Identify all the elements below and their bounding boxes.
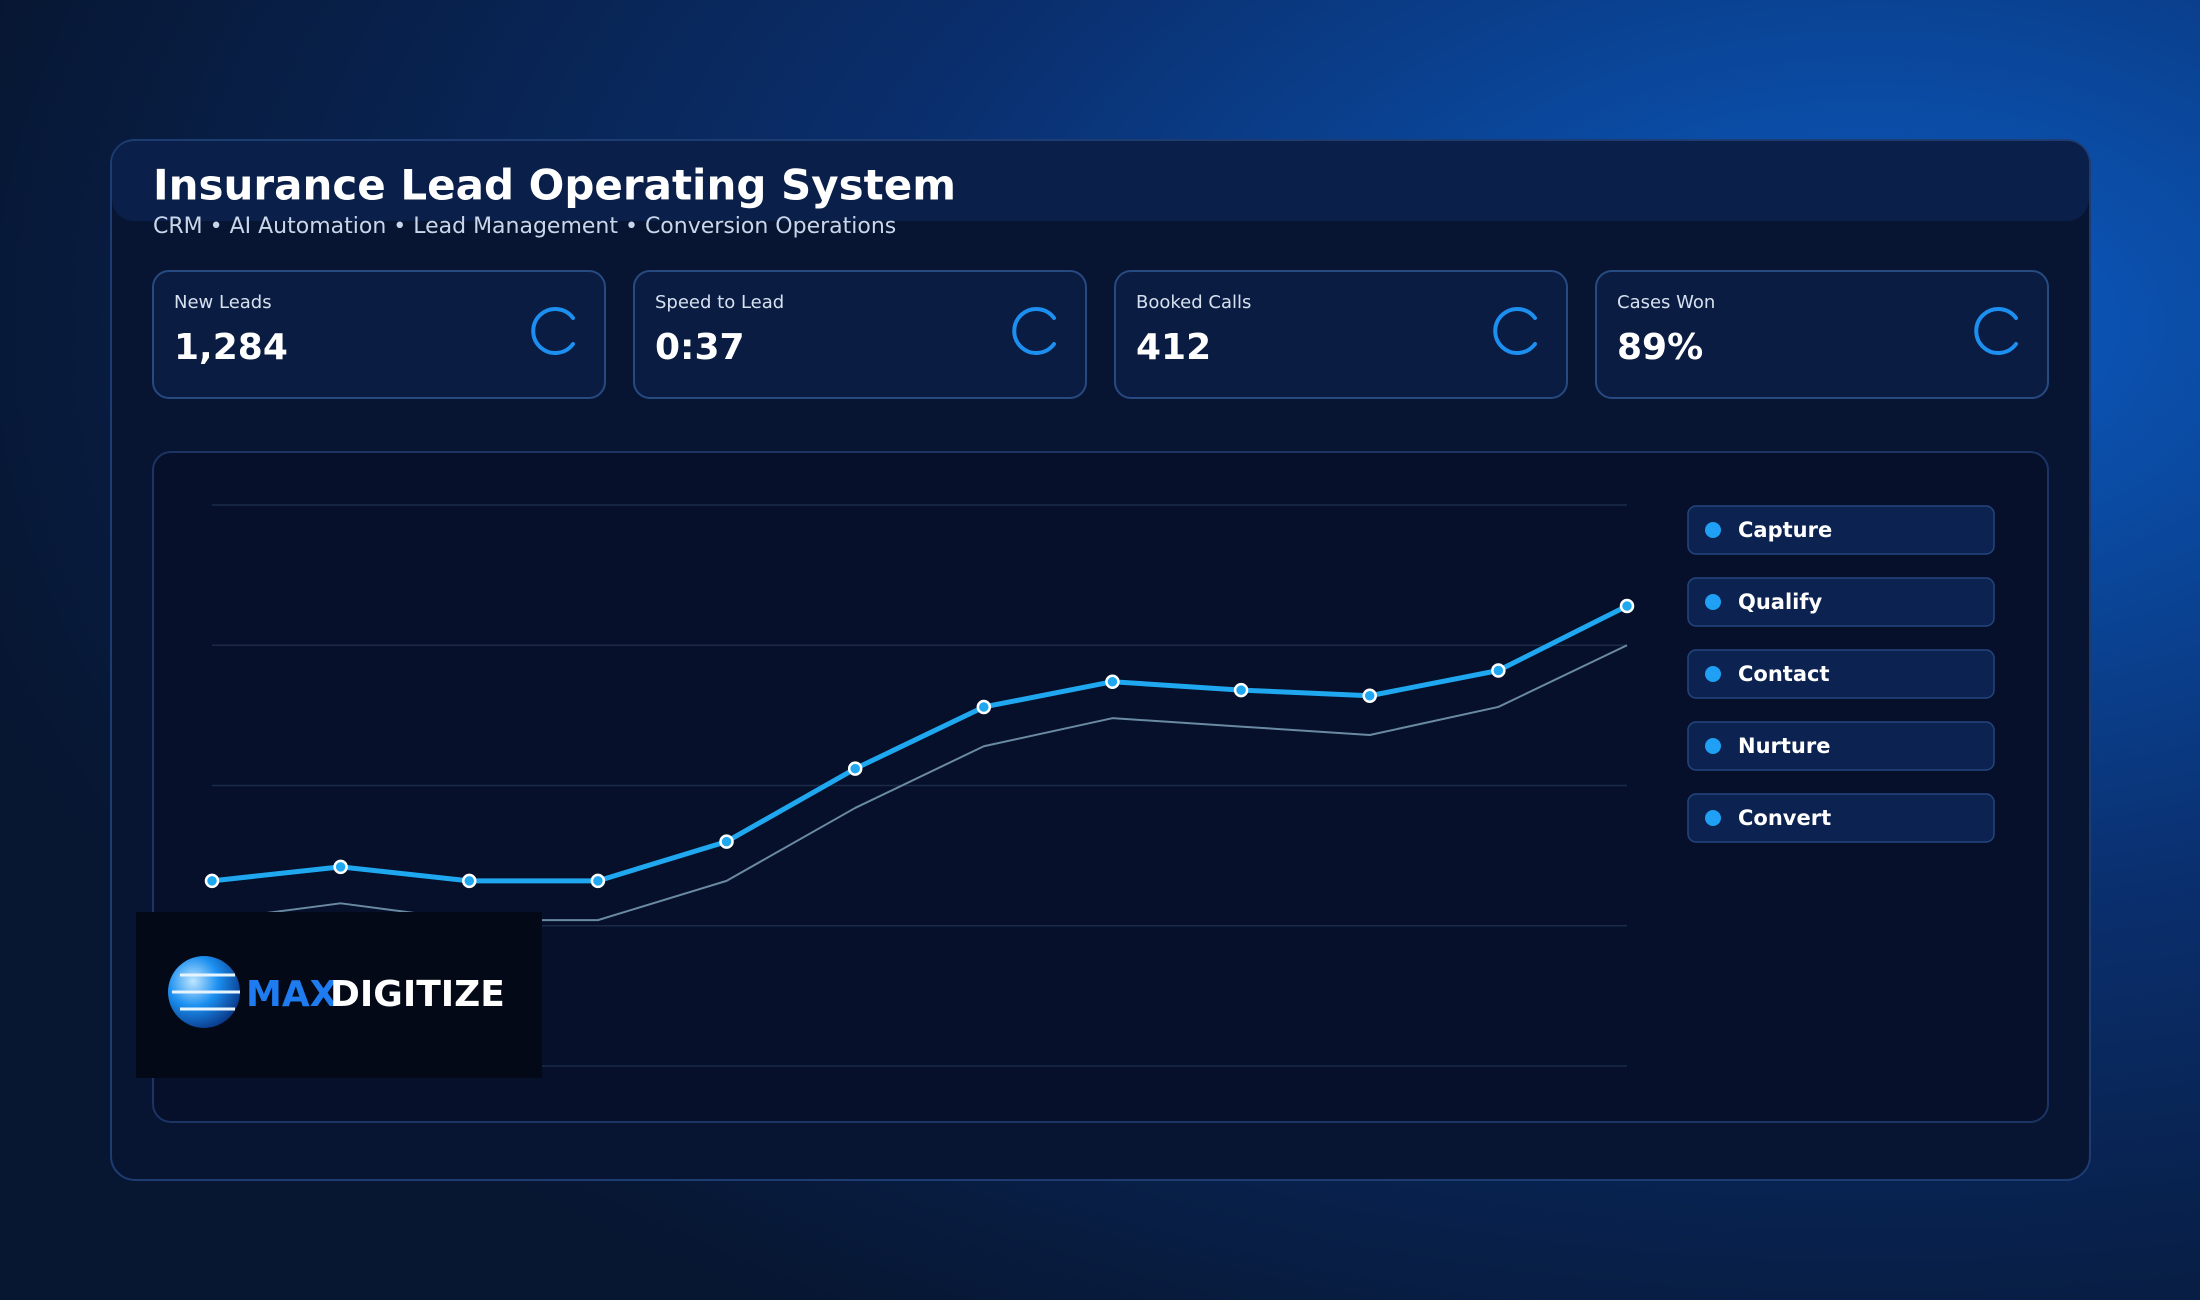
stage-label: Nurture <box>1738 734 1830 758</box>
kpi-card <box>152 270 606 399</box>
stage-label: Capture <box>1738 518 1832 542</box>
kpi-row: New Leads 1,284 Speed to Lead 0:37 Booked Ca… <box>152 270 2049 399</box>
kpi-card <box>1595 270 2049 399</box>
data-point <box>462 873 477 889</box>
data-point <box>1491 663 1506 678</box>
logo-text-1: MAX <box>246 974 338 1015</box>
data-point <box>719 834 734 849</box>
kpi-value: 1,284 <box>174 327 288 368</box>
stage-chip <box>1687 721 1995 771</box>
stage-chip <box>1687 505 1995 555</box>
kpi-label: Cases Won <box>1617 292 1715 313</box>
data-point <box>204 873 220 889</box>
kpi-spinner <box>1012 307 1056 355</box>
logo-lines <box>172 973 240 1011</box>
chart-panel <box>152 451 2049 1123</box>
data-point <box>1105 674 1120 689</box>
data-point <box>333 859 348 875</box>
data-point <box>1233 682 1249 698</box>
stage-dot <box>1705 810 1721 826</box>
series-line <box>211 603 1629 884</box>
stage-list: Capture Qualify Contact Nurture Convert <box>1687 505 1995 843</box>
stage-label: Contact <box>1738 662 1830 686</box>
kpi-spinner <box>531 307 575 355</box>
kpi-value: 89% <box>1617 327 1703 368</box>
kpi-value: 0:37 <box>655 327 745 368</box>
stage-dot <box>1705 738 1721 754</box>
data-point <box>1619 598 1635 614</box>
data-point <box>1362 688 1377 703</box>
kpi-card <box>1114 270 1568 399</box>
kpi-label: Speed to Lead <box>655 292 784 313</box>
kpi-card <box>633 270 1087 399</box>
logo: MAX DIGITIZE <box>136 912 542 1078</box>
kpi-label: New Leads <box>174 292 272 313</box>
stage-label: Convert <box>1738 806 1831 830</box>
data-point <box>847 761 863 776</box>
kpi-spinner <box>1974 307 2018 355</box>
title: Insurance Lead Operating System <box>153 161 956 210</box>
stage-dot <box>1705 666 1721 682</box>
stage-chip <box>1687 649 1995 699</box>
kpi-value: 412 <box>1136 327 1211 368</box>
data-point <box>590 873 606 889</box>
stage-label: Qualify <box>1738 590 1823 614</box>
subtitle: CRM • AI Automation • Lead Management • … <box>153 214 896 239</box>
stage-dot <box>1705 522 1721 538</box>
stage-chip <box>1687 577 1995 627</box>
logo-text-2: DIGITIZE <box>330 974 505 1015</box>
data-point <box>976 699 992 715</box>
header-band <box>112 141 2089 221</box>
kpi-spinner <box>1493 307 1537 355</box>
kpi-label: Booked Calls <box>1136 292 1251 313</box>
stage-chip <box>1687 793 1995 843</box>
stage-dot <box>1705 594 1721 610</box>
